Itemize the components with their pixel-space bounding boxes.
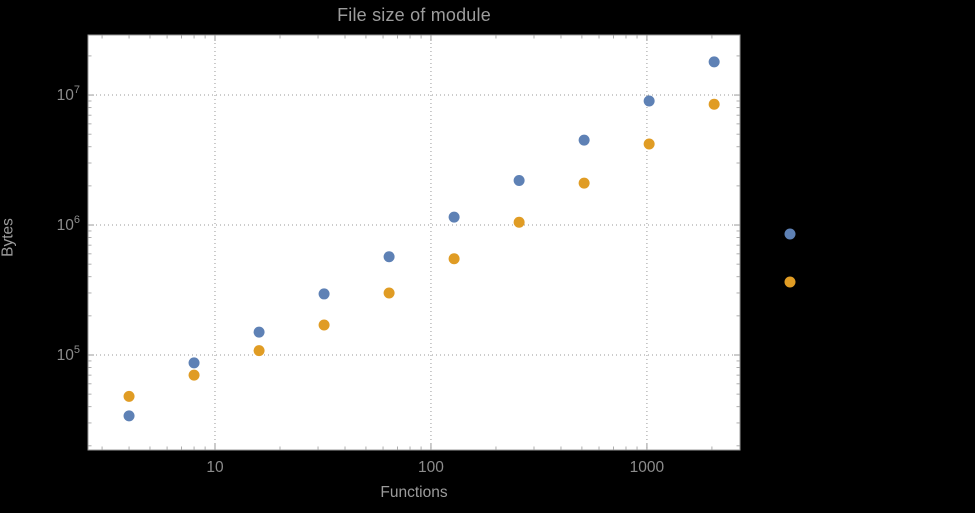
y-tick-label: 107 <box>57 84 80 104</box>
data-point <box>188 369 200 381</box>
data-point <box>448 253 460 265</box>
chart-title: File size of module <box>337 5 491 25</box>
plot-area <box>88 35 740 450</box>
data-point <box>643 138 655 150</box>
data-point <box>708 56 720 68</box>
legend <box>784 228 796 288</box>
x-tick-label: 1000 <box>630 459 665 476</box>
data-point <box>123 410 135 422</box>
data-point <box>188 357 200 369</box>
x-tick-label: 10 <box>206 459 224 476</box>
legend-marker <box>784 228 796 240</box>
data-point <box>643 95 655 107</box>
data-point <box>123 390 135 402</box>
y-tick-label: 106 <box>57 214 80 234</box>
data-point <box>578 177 590 189</box>
data-point <box>708 98 720 110</box>
x-tick-label: 100 <box>418 459 444 476</box>
data-point <box>448 211 460 223</box>
orange-series <box>123 98 720 402</box>
y-axis-label: Bytes <box>0 218 17 257</box>
legend-marker <box>784 276 796 288</box>
data-point <box>578 134 590 146</box>
data-point <box>253 326 265 338</box>
data-point <box>383 251 395 263</box>
data-point <box>383 287 395 299</box>
y-tick-label: 105 <box>57 344 80 364</box>
blue-series <box>123 56 720 422</box>
x-axis-label: Functions <box>380 484 448 501</box>
data-point <box>513 175 525 187</box>
data-point <box>318 319 330 331</box>
data-point <box>318 288 330 300</box>
data-point <box>253 345 265 357</box>
plot-frame <box>87 34 741 451</box>
data-point <box>513 216 525 228</box>
